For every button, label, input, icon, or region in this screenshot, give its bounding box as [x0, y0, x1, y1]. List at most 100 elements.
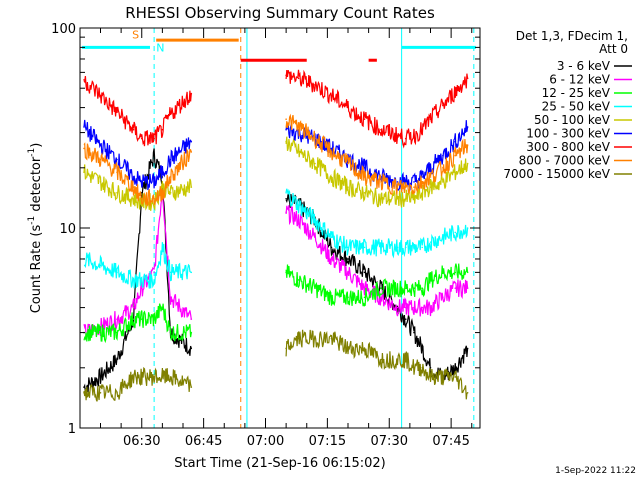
series-line — [83, 142, 192, 208]
series-point — [190, 318, 193, 320]
legend-entry-label: 800 - 7000 keV — [519, 154, 611, 168]
series-point — [421, 366, 424, 369]
series-point — [347, 162, 349, 165]
series-point — [116, 358, 118, 361]
series-point — [347, 258, 349, 260]
series-point — [132, 376, 135, 378]
series-point — [169, 296, 172, 299]
chart-title: RHESSI Observing Summary Count Rates — [125, 4, 435, 22]
series-point — [161, 171, 164, 174]
series-point — [169, 113, 172, 116]
x-tick-label: 07:30 — [371, 434, 408, 449]
series-point — [285, 271, 287, 274]
series-point — [413, 366, 415, 369]
series-8 — [83, 329, 469, 402]
series-point — [454, 271, 457, 274]
series-point — [363, 347, 366, 350]
x-tick-label: 06:30 — [123, 434, 160, 449]
series-3 — [83, 188, 469, 289]
series-point — [83, 386, 85, 388]
series-point — [442, 271, 444, 274]
series-point — [404, 318, 407, 320]
x-tick-label: 06:45 — [185, 434, 222, 449]
series-point — [454, 171, 457, 174]
series-line — [285, 113, 469, 195]
series-point — [285, 191, 287, 194]
series-point — [396, 246, 399, 249]
series-6 — [83, 69, 469, 149]
series-point — [169, 271, 172, 274]
series-line — [285, 188, 469, 259]
series-point — [421, 306, 424, 309]
series-point — [83, 126, 85, 128]
x-tick-label: 07:45 — [432, 434, 469, 449]
series-point — [140, 279, 143, 281]
series-point — [429, 376, 432, 378]
series-point — [314, 218, 316, 221]
legend-entry-label: 7000 - 15000 keV — [503, 167, 610, 181]
series-point — [380, 246, 382, 249]
series-point — [161, 191, 164, 194]
series-point — [190, 186, 193, 188]
series-point — [421, 246, 424, 249]
series-point — [466, 391, 469, 394]
series-point — [421, 287, 424, 290]
series-point — [442, 376, 444, 378]
legend-header-line-2: Att 0 — [599, 42, 628, 56]
series-point — [330, 337, 333, 340]
series-point — [169, 158, 172, 161]
y-axis-label-close: ) — [29, 143, 44, 148]
x-tick-label: 07:15 — [309, 434, 346, 449]
series-point — [116, 191, 118, 194]
series-point — [132, 318, 135, 320]
series-point — [153, 376, 155, 378]
series-point — [314, 83, 316, 86]
y-axis-label-exp2: -1 — [27, 148, 37, 157]
series-point — [429, 306, 432, 309]
series-point — [132, 186, 135, 188]
series-point — [161, 376, 164, 378]
series-point — [297, 77, 300, 80]
series-point — [140, 181, 143, 183]
flag-label: N — [156, 41, 164, 54]
series-point — [421, 128, 424, 131]
series-point — [297, 337, 300, 340]
series-point — [190, 331, 193, 334]
series-point — [330, 94, 333, 97]
series-point — [413, 186, 415, 188]
series-point — [396, 186, 399, 188]
series-point — [404, 246, 407, 249]
series-point — [413, 181, 415, 183]
series-point — [380, 128, 382, 131]
series-point — [99, 331, 102, 334]
x-axis-label: Start Time (21-Sep-16 06:15:02) — [174, 456, 385, 471]
series-point — [363, 287, 366, 290]
series-point — [314, 236, 316, 238]
series-point — [413, 287, 415, 290]
series-point — [442, 236, 444, 238]
series-point — [404, 306, 407, 309]
series-point — [99, 144, 102, 146]
series-point — [363, 191, 366, 194]
series-point — [153, 154, 155, 157]
series-point — [330, 147, 333, 150]
series-point — [363, 271, 366, 274]
series-point — [454, 287, 457, 290]
series-point — [396, 134, 399, 137]
series-point — [466, 126, 469, 128]
series-point — [285, 347, 287, 350]
series-point — [380, 197, 382, 200]
x-tick-label: 07:00 — [247, 434, 284, 449]
series-point — [140, 318, 143, 320]
legend-entry-label: 50 - 100 keV — [534, 113, 611, 127]
series-point — [314, 162, 316, 165]
series-point — [466, 227, 469, 229]
series-point — [153, 279, 155, 281]
series-point — [83, 171, 85, 174]
series-layer — [83, 69, 469, 402]
series-point — [285, 74, 287, 77]
series-point — [116, 271, 118, 274]
series-point — [396, 358, 399, 361]
